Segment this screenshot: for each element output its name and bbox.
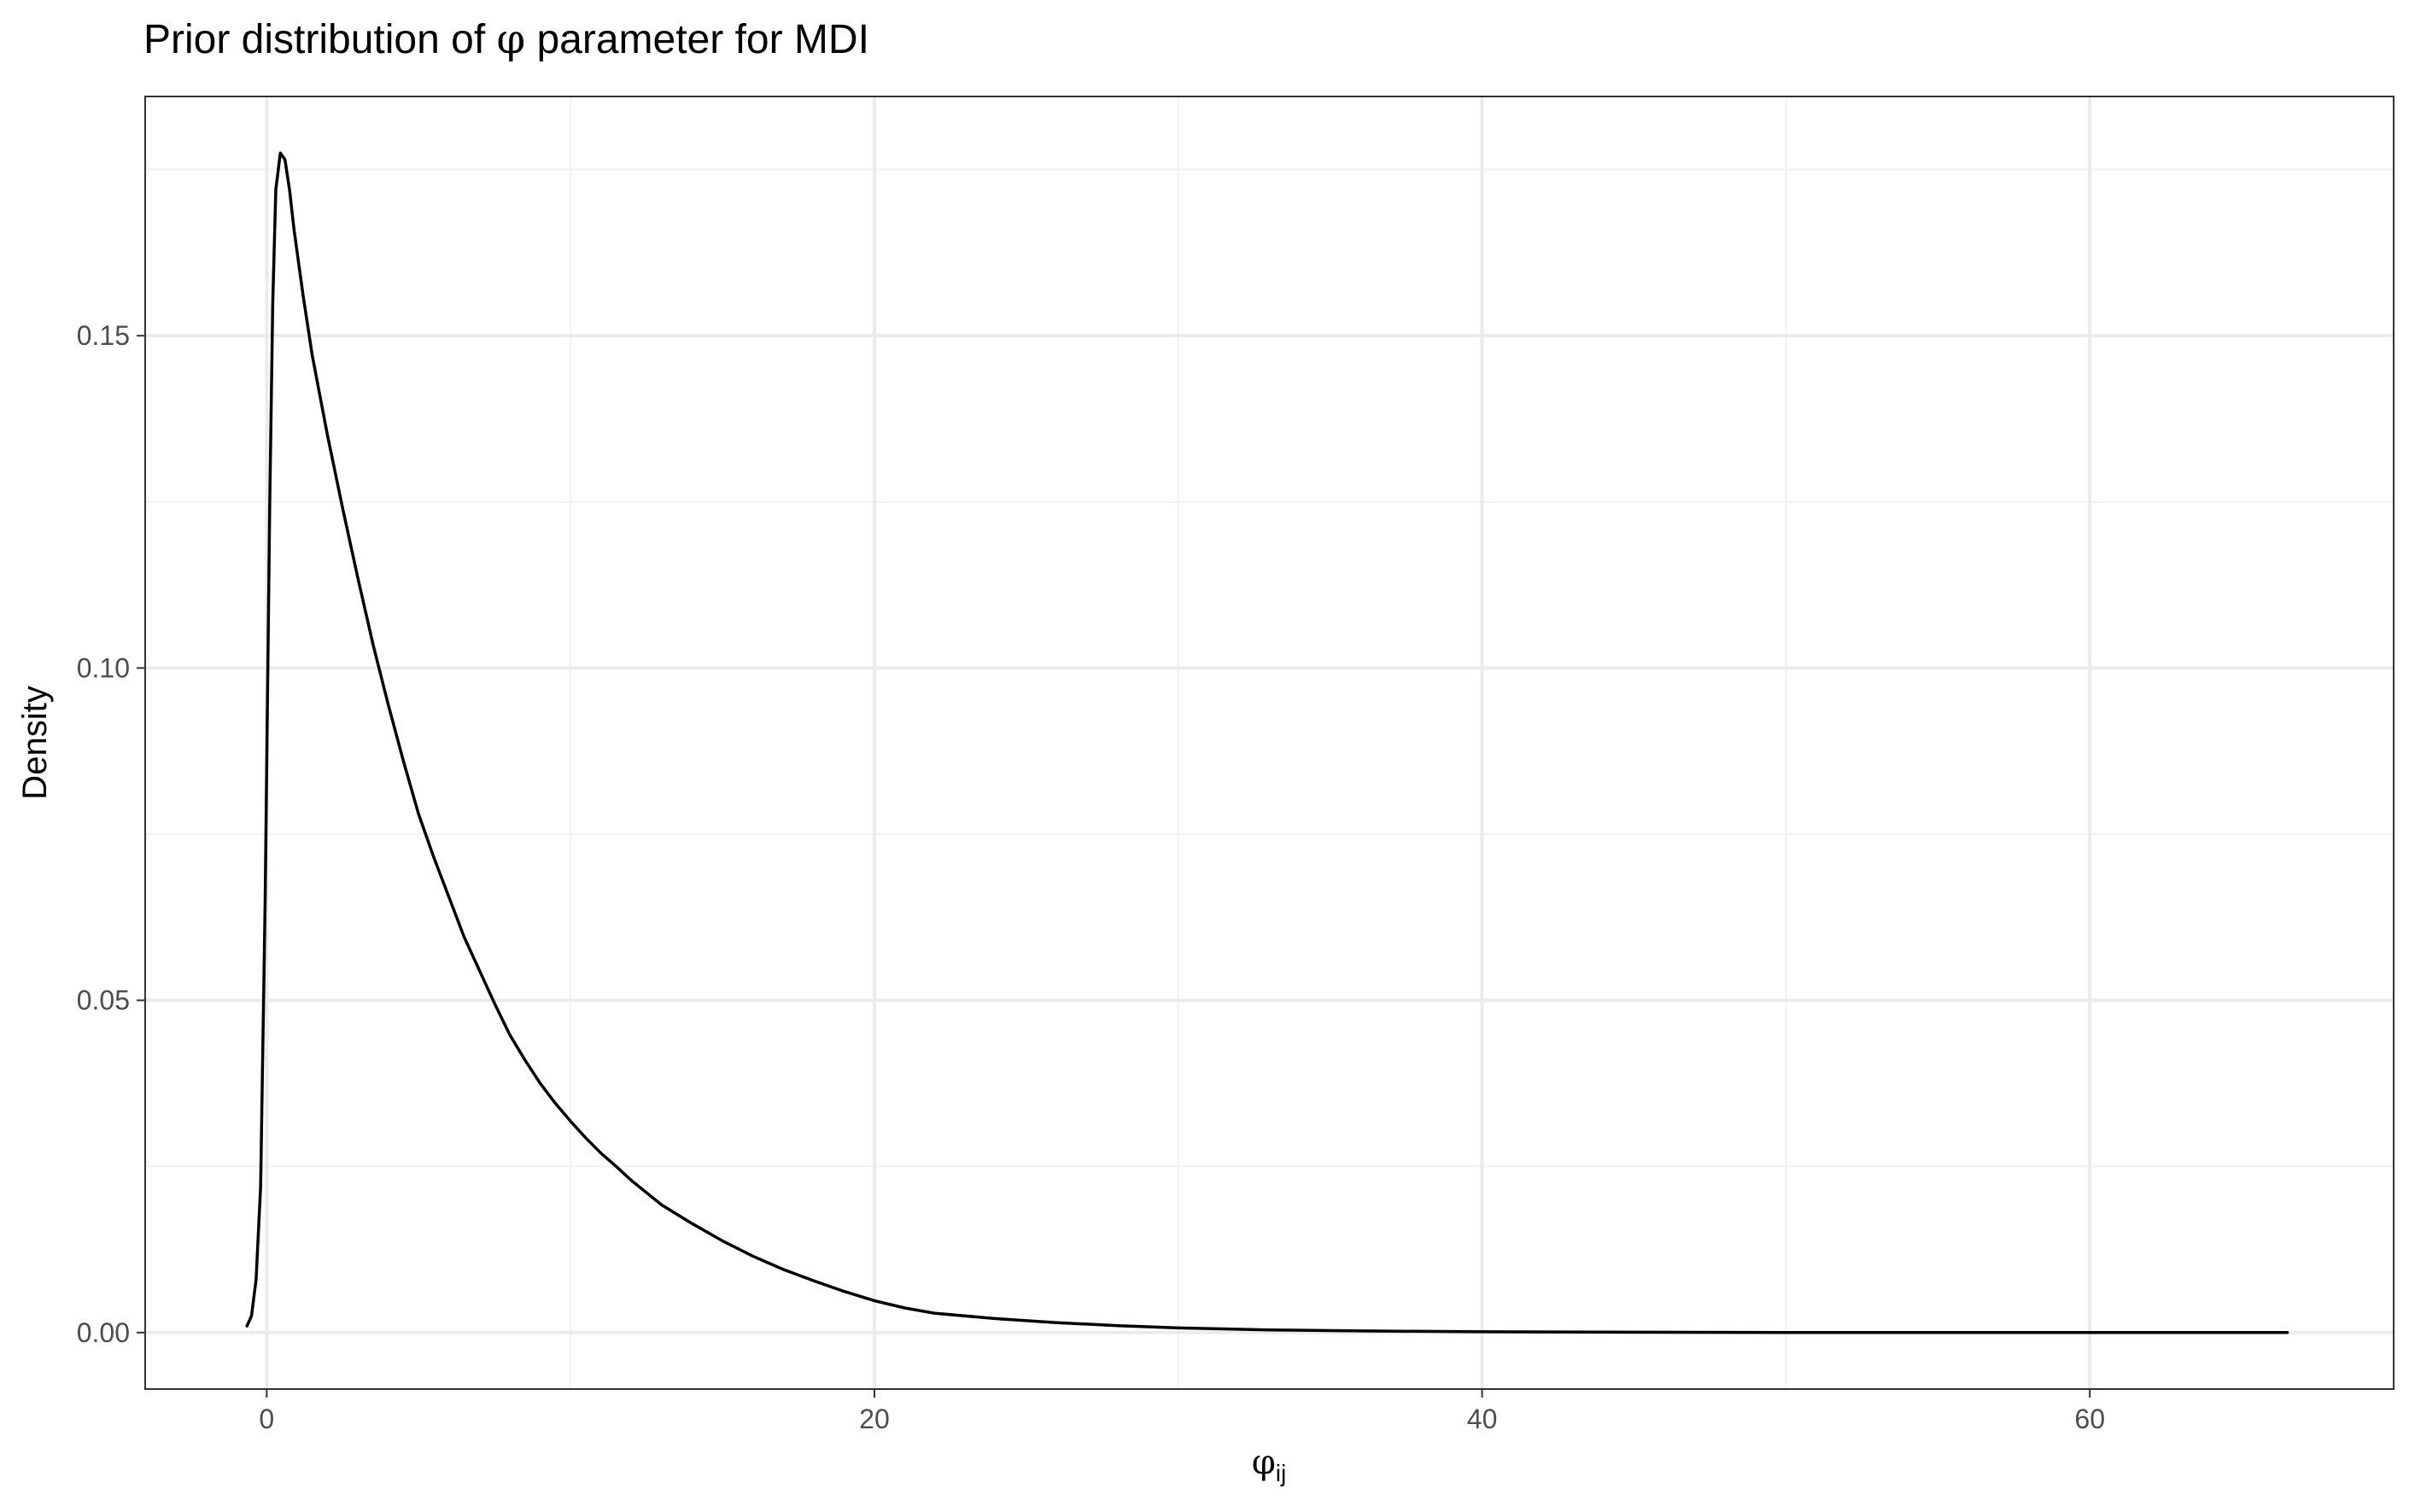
minor-gridlines [145,96,2394,1389]
y-tick-label: 0.15 [77,320,130,351]
x-tick-label: 20 [859,1404,890,1434]
plot-panel-background [145,96,2394,1389]
chart-title-suffix: parameter for MDI [536,17,868,62]
y-tick-label: 0.05 [77,985,130,1016]
x-tick-label: 0 [259,1404,274,1434]
chart-title-symbol: φ [497,15,526,63]
x-axis-title-symbol: φ [1252,1443,1276,1482]
series-layer [245,151,2289,1334]
density-line [245,151,2289,1334]
y-axis: 0.00 0.05 0.10 0.15 [77,320,145,1348]
x-tick-label: 40 [1467,1404,1498,1434]
chart-title-prefix: Prior distribution of [143,17,486,62]
chart-title: Prior distribution of φ parameter for MD… [143,15,869,63]
y-tick-label: 0.10 [77,652,130,683]
x-axis-title: φij [1252,1443,1286,1486]
y-axis-title: Density [16,686,54,799]
plot-panel-border [144,96,2395,1390]
y-tick-label: 0.00 [77,1317,130,1348]
x-tick-label: 60 [2074,1404,2105,1434]
x-axis-title-subscript: ij [1276,1460,1286,1486]
x-axis: 0 20 40 60 [259,1389,2105,1434]
